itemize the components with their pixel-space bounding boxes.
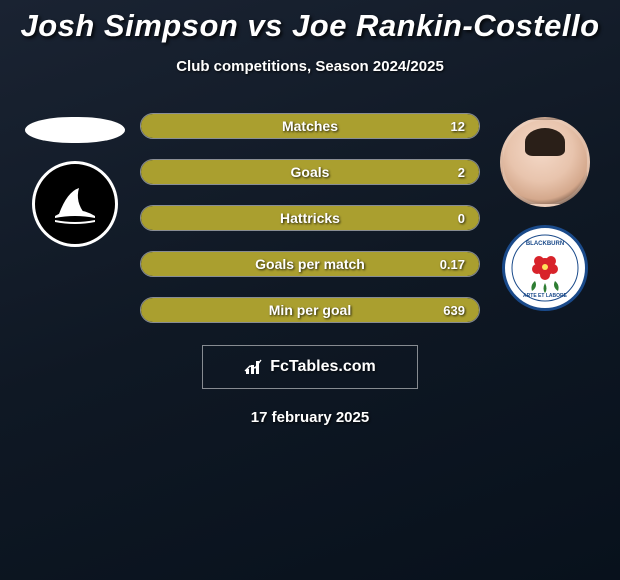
- chart-icon: [244, 359, 264, 375]
- stat-bar-goals: Goals 2: [140, 159, 480, 185]
- player-avatar-right: [500, 117, 590, 207]
- stat-bar-matches: Matches 12: [140, 113, 480, 139]
- svg-text:ARTE ET LABORE: ARTE ET LABORE: [523, 293, 568, 299]
- svg-text:BLACKBURN: BLACKBURN: [526, 241, 564, 247]
- stat-label: Matches: [282, 118, 338, 134]
- watermark: FcTables.com: [202, 345, 418, 389]
- comparison-row: Matches 12 Goals 2 Hattricks 0 Goals per…: [0, 113, 620, 323]
- stat-value: 0: [458, 211, 465, 226]
- left-player-column: [20, 113, 130, 247]
- club-logo-blackburn: BLACKBURN ARTE ET LABORE: [502, 225, 588, 311]
- watermark-text: FcTables.com: [270, 358, 376, 376]
- stat-value: 2: [458, 165, 465, 180]
- stat-value: 12: [451, 119, 465, 134]
- stat-value: 0.17: [440, 257, 465, 272]
- subtitle: Club competitions, Season 2024/2025: [176, 58, 444, 75]
- club-logo-plymouth: [32, 161, 118, 247]
- player-avatar-left: [25, 117, 125, 143]
- stat-label: Hattricks: [280, 210, 340, 226]
- stat-label: Min per goal: [269, 302, 351, 318]
- stats-column: Matches 12 Goals 2 Hattricks 0 Goals per…: [140, 113, 480, 323]
- date-text: 17 february 2025: [251, 409, 369, 426]
- stat-label: Goals: [291, 164, 330, 180]
- stat-bar-min-per-goal: Min per goal 639: [140, 297, 480, 323]
- stat-bar-goals-per-match: Goals per match 0.17: [140, 251, 480, 277]
- right-player-column: BLACKBURN ARTE ET LABORE: [490, 113, 600, 311]
- stat-label: Goals per match: [255, 256, 365, 272]
- blackburn-icon: BLACKBURN ARTE ET LABORE: [510, 233, 580, 303]
- plymouth-icon: [45, 174, 105, 234]
- stat-bar-hattricks: Hattricks 0: [140, 205, 480, 231]
- page-title: Josh Simpson vs Joe Rankin-Costello: [20, 8, 599, 44]
- stat-value: 639: [443, 303, 465, 318]
